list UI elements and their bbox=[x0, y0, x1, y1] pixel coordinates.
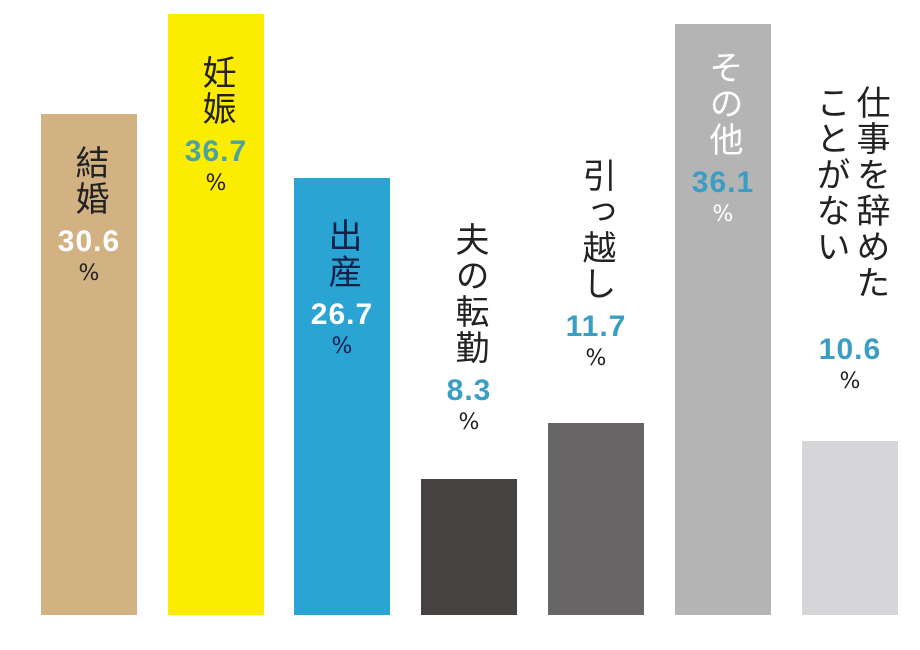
percent-unit: % bbox=[712, 202, 734, 227]
category-label: 仕事を辞めたことがない bbox=[810, 85, 890, 301]
value-label: 36.7 bbox=[184, 135, 248, 168]
value-label: 10.6 bbox=[818, 333, 882, 366]
percent-unit: % bbox=[585, 346, 607, 371]
category-label: 結婚 bbox=[69, 145, 109, 217]
value-label: 30.6 bbox=[57, 225, 121, 258]
bar-label-group: 夫の転勤 8.3% bbox=[421, 222, 517, 435]
bar-7 bbox=[802, 441, 898, 615]
percent-unit: % bbox=[78, 261, 100, 286]
value-label: 26.7 bbox=[310, 298, 374, 331]
percent-unit: % bbox=[458, 410, 480, 435]
bar-3 bbox=[294, 177, 390, 615]
bar-1 bbox=[41, 113, 137, 615]
value-label: 36.1 bbox=[691, 166, 755, 199]
bar-label-group: 仕事を辞めたことがない 10.6% bbox=[802, 85, 898, 394]
bar-6 bbox=[675, 23, 771, 615]
bar-label-group: 妊娠 36.7% bbox=[168, 55, 264, 196]
category-label: 夫の転勤 bbox=[449, 222, 489, 366]
value-label: 11.7 bbox=[565, 310, 627, 343]
percent-unit: % bbox=[205, 171, 227, 196]
bar-label-group: 引っ越し 11.7% bbox=[548, 158, 644, 371]
category-label: 妊娠 bbox=[196, 55, 236, 127]
category-label: 引っ越し bbox=[576, 158, 616, 302]
bar-2 bbox=[168, 14, 264, 615]
category-label: 出産 bbox=[322, 218, 362, 290]
bar-label-group: 結婚 30.6% bbox=[41, 145, 137, 286]
bar-4 bbox=[421, 479, 517, 615]
category-label: その他 bbox=[703, 50, 743, 158]
percent-unit: % bbox=[331, 334, 353, 359]
percent-unit: % bbox=[839, 369, 861, 394]
value-label: 8.3 bbox=[446, 374, 492, 407]
bar-label-group: 出産 26.7% bbox=[294, 218, 390, 359]
bar-label-group: その他 36.1% bbox=[675, 50, 771, 227]
bar-5 bbox=[548, 423, 644, 615]
